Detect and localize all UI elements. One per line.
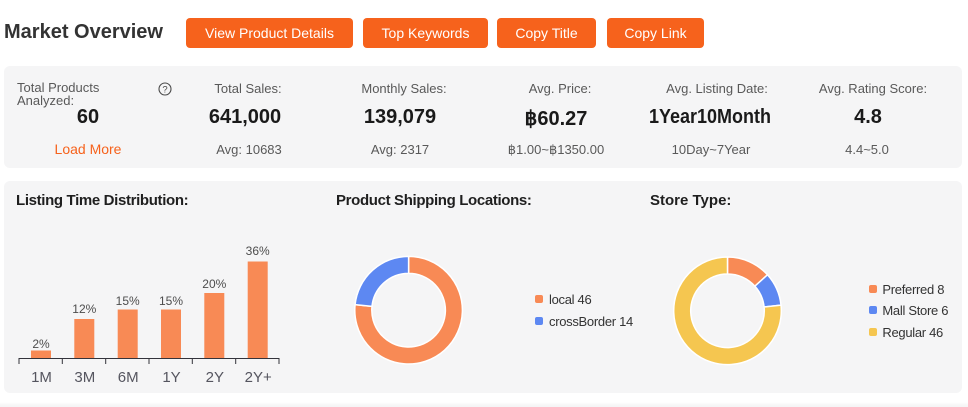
svg-text:?: ?	[162, 84, 167, 95]
